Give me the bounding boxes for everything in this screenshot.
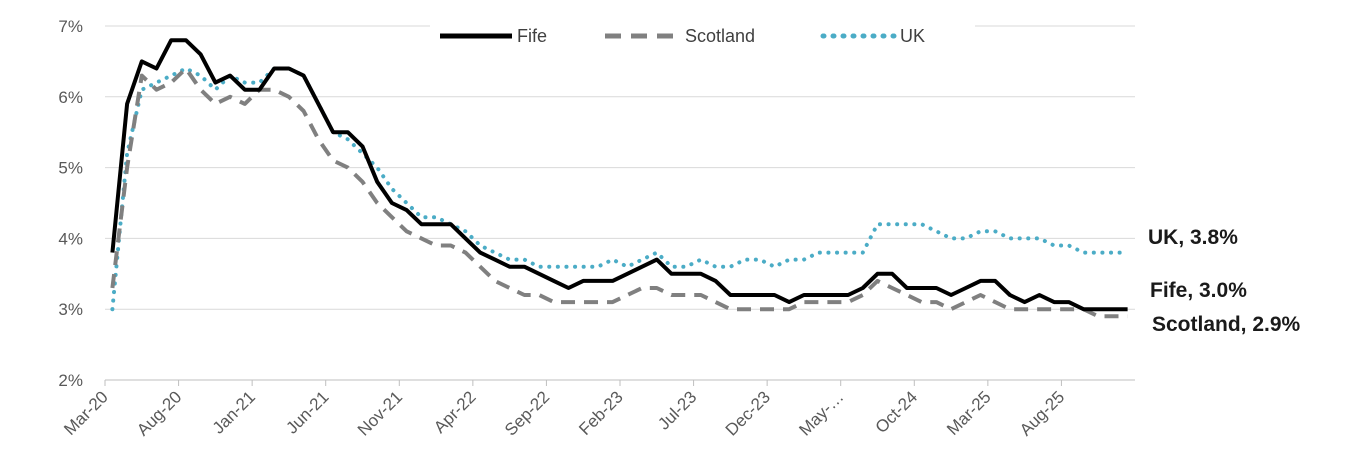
- x-tick-label: Aug-25: [1016, 387, 1068, 439]
- y-tick-label: 2%: [58, 371, 83, 390]
- x-tick-label: May-…: [795, 387, 847, 439]
- x-tick-label: Oct-24: [872, 387, 922, 437]
- legend-label-fife: Fife: [517, 26, 547, 46]
- series-line-fife: [110, 38, 1128, 312]
- x-tick-label: Mar-20: [60, 387, 112, 439]
- x-tick-label: Jul-23: [654, 387, 700, 433]
- y-axis-ticks: 2% 3% 4% 5% 6% 7%: [58, 17, 83, 390]
- y-tick-label: 7%: [58, 17, 83, 36]
- x-axis-ticks: Mar-20 Aug-20 Jan-21 Jun-21 Nov-21 Apr-22 Sep-…: [60, 380, 1068, 440]
- x-tick-label: Jan-21: [209, 387, 259, 437]
- x-tick-label: Sep-22: [501, 387, 553, 439]
- x-tick-label: Jun-21: [282, 387, 332, 437]
- y-tick-label: 4%: [58, 229, 83, 248]
- x-tick-label: Apr-22: [430, 387, 480, 437]
- series-line-uk: [110, 66, 1130, 312]
- y-tick-label: 3%: [58, 300, 83, 319]
- x-tick-label: Dec-23: [722, 387, 774, 439]
- x-tick-label: Aug-20: [133, 387, 185, 439]
- x-tick-label: Nov-21: [354, 387, 406, 439]
- x-tick-label: Feb-23: [575, 387, 627, 439]
- series-line-scotland: [110, 66, 1128, 319]
- x-tick-label: Mar-25: [943, 387, 995, 439]
- y-tick-label: 6%: [58, 88, 83, 107]
- legend: Fife Scotland UK: [430, 18, 975, 52]
- end-label-scotland: Scotland, 2.9%: [1152, 313, 1301, 336]
- gridlines: [105, 25, 1135, 310]
- end-label-uk: UK, 3.8%: [1148, 226, 1238, 249]
- legend-label-uk: UK: [900, 26, 925, 46]
- series-lines: [110, 38, 1130, 319]
- legend-label-scotland: Scotland: [685, 26, 755, 46]
- end-label-fife: Fife, 3.0%: [1150, 279, 1247, 302]
- y-tick-label: 5%: [58, 159, 83, 178]
